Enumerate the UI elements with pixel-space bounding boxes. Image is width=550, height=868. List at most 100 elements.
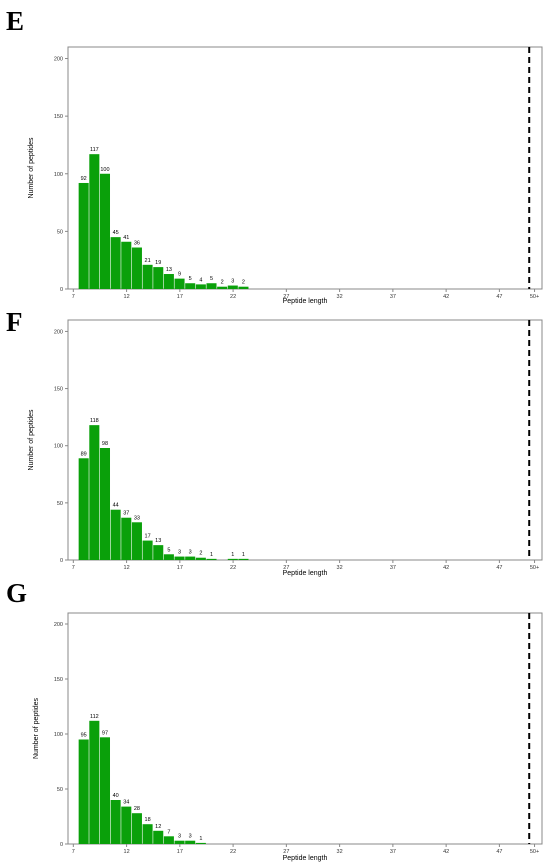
x-tick-label: 47 [496,565,502,571]
bar [142,540,153,560]
x-tick-label: 32 [337,849,343,855]
x-tick-label: 37 [390,849,396,855]
bar [78,182,89,289]
x-tick-label: 12 [124,849,130,855]
bar [142,824,153,844]
y-tick-label: 0 [60,558,63,564]
bar-value-label: 3 [231,279,234,285]
bar [195,842,206,844]
x-tick-label: 7 [72,565,75,571]
x-tick-label: 42 [443,849,449,855]
x-axis-label: Peptide length [283,570,328,577]
bar [195,284,206,289]
bar-value-label: 19 [155,260,161,266]
bar [153,545,164,560]
x-tick-label: 7 [72,294,75,300]
y-tick-label: 150 [54,387,63,393]
bar-value-label: 34 [123,800,129,806]
bar-value-label: 100 [100,167,109,173]
panel-label-g: G [6,578,28,608]
panel-label-e: E [6,6,25,36]
bar [99,448,111,560]
bar-value-label: 5 [210,276,213,282]
x-tick-label: 22 [230,565,236,571]
bar [185,283,196,289]
bar [163,274,174,289]
bar-value-label: 18 [145,817,151,823]
bar-value-label: 89 [81,451,87,457]
bar-value-label: 1 [231,552,234,558]
bar-value-label: 21 [145,258,151,264]
bar [131,813,142,844]
bar-value-label: 1 [210,552,213,558]
x-tick-label: 17 [177,565,183,571]
bar-value-label: 2 [199,551,202,557]
x-tick-label: 47 [496,294,502,300]
bar-value-label: 7 [167,829,170,835]
bar [227,285,238,289]
y-tick-label: 150 [54,114,63,120]
x-tick-label: 22 [230,849,236,855]
bar-value-label: 2 [242,280,245,286]
y-axis-label: Number of peptides [33,697,40,759]
bar-value-label: 95 [81,733,87,739]
bar [163,836,174,844]
bar-value-label: 37 [123,511,129,517]
panel-label-f: F [6,307,23,337]
y-tick-label: 100 [54,444,63,450]
x-tick-label: 42 [443,565,449,571]
y-tick-label: 50 [57,787,63,793]
x-tick-label: 27 [283,565,289,571]
bar-value-label: 33 [134,515,140,521]
bar-value-label: 3 [178,550,181,556]
bar-value-label: 5 [167,547,170,553]
bar-value-label: 41 [123,235,129,241]
x-tick-label: 22 [230,294,236,300]
plot-frame [67,319,543,561]
bar-value-label: 118 [90,418,99,424]
x-tick-label: 7 [72,849,75,855]
y-tick-label: 150 [54,677,63,683]
bar [89,720,100,844]
bar [99,173,111,289]
bar-value-label: 1 [199,836,202,842]
plot-frame [67,46,543,290]
bar [110,800,121,844]
bar [153,830,164,844]
bar [110,509,121,560]
bar [78,739,89,844]
bar-value-label: 17 [145,534,151,540]
bar-value-label: 36 [134,241,140,247]
x-axis-label: Peptide length [283,855,328,862]
y-tick-label: 100 [54,732,63,738]
bar-value-label: 2 [221,280,224,286]
bar-value-label: 3 [178,834,181,840]
bar-value-label: 117 [90,147,99,153]
bar [99,737,111,844]
x-tick-label: 50+ [530,565,539,571]
x-tick-label: 50+ [530,294,539,300]
bar-value-label: 112 [90,714,99,720]
bar [121,806,132,844]
bar [163,554,174,560]
plot-frame [67,612,543,845]
bar [206,283,217,289]
x-tick-label: 12 [124,294,130,300]
bar [89,154,100,289]
x-tick-label: 17 [177,294,183,300]
bar-value-label: 4 [199,277,202,283]
x-tick-label: 17 [177,849,183,855]
bar [238,286,249,289]
bar [206,558,217,560]
bar [227,558,238,560]
bar [195,557,206,560]
bar-value-label: 92 [81,176,87,182]
x-axis-label: Peptide length [283,298,328,305]
bar-value-label: 12 [155,824,161,830]
bar-value-label: 44 [113,503,119,509]
bar-value-label: 5 [189,276,192,282]
x-tick-label: 27 [283,294,289,300]
bar [174,556,185,560]
